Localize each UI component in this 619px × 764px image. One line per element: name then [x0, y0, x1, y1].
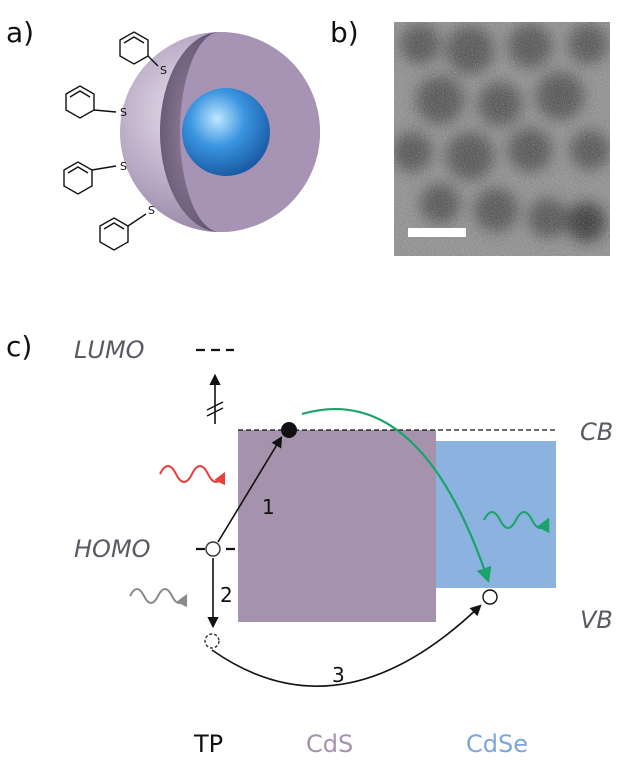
lumo-label: LUMO [74, 336, 145, 364]
cds-label: CdS [306, 730, 353, 758]
tem-image [394, 22, 610, 256]
thiophenol-ligand [119, 31, 159, 67]
cb-label: CB [580, 418, 613, 446]
sulfur-atom: S [120, 106, 127, 119]
recombination-arrow [301, 408, 492, 583]
emission-wave [483, 511, 550, 534]
ligands [63, 31, 159, 251]
panel-label-c: c) [6, 330, 32, 363]
electron-cb [281, 422, 297, 438]
thiophenol-ligand [65, 85, 117, 119]
hole-homo [205, 541, 221, 557]
cds-band-block [238, 430, 436, 622]
axis-break [206, 407, 224, 417]
process-3-label: 3 [332, 663, 345, 687]
hole-relaxed [204, 633, 220, 649]
scale-bar [408, 228, 466, 237]
relaxation-wave [129, 588, 188, 608]
sulfur-atom: S [160, 64, 167, 77]
cdse-label: CdSe [466, 730, 528, 758]
process-1-label: 1 [262, 495, 275, 519]
sulfur-atom: S [148, 204, 155, 217]
thiophenol-ligand [99, 213, 147, 251]
process-2-label: 2 [220, 583, 233, 607]
thiophenol-ligand [63, 161, 117, 195]
core-shell-nanocrystal [120, 32, 320, 232]
shell-inner-face [160, 32, 220, 232]
hole-vb [482, 589, 498, 605]
cdse-core [182, 88, 270, 176]
tp-label: TP [193, 730, 223, 758]
axis-break [206, 401, 224, 411]
homo-label: HOMO [74, 535, 151, 563]
excitation-wave [159, 465, 226, 486]
arrow-process-1 [217, 436, 283, 543]
panel-label-a: a) [6, 16, 34, 49]
arrow-process-3 [211, 604, 482, 687]
panel-label-b: b) [330, 16, 359, 49]
sulfur-atom: S [120, 160, 127, 173]
vb-label: VB [580, 606, 613, 634]
